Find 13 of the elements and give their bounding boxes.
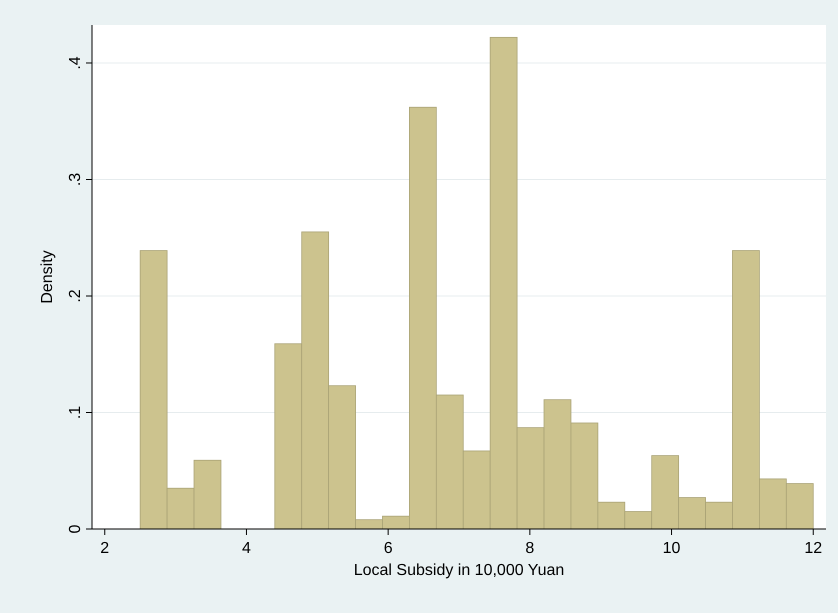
y-tick-label: .4: [67, 56, 84, 70]
y-tick-label: 0: [67, 524, 84, 534]
y-tick-label: .1: [67, 406, 84, 420]
y-tick-label: .3: [67, 172, 84, 186]
x-tick-label: 2: [100, 540, 110, 557]
x-tick-label: 8: [525, 540, 534, 557]
x-tick-label: 6: [384, 540, 393, 557]
x-tick-label: 10: [662, 540, 681, 557]
x-tick-label: 12: [804, 540, 822, 557]
y-tick-label: .2: [67, 289, 84, 303]
y-axis-title: Density: [39, 250, 56, 304]
x-axis-title: Local Subsidy in 10,000 Yuan: [354, 562, 564, 579]
x-tick-label: 4: [242, 540, 251, 557]
